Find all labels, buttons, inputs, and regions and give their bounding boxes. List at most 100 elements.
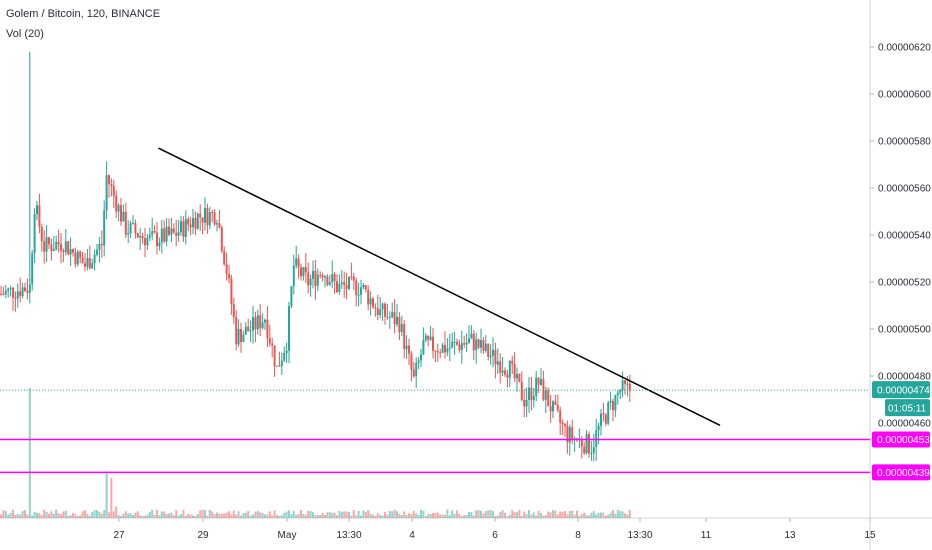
time-tick-label: 11 xyxy=(701,530,712,541)
volume-bar xyxy=(422,510,425,518)
time-axis[interactable]: 27 29 May 13:30 4 6 8 13:30 11 13 15 xyxy=(113,518,876,541)
candle-body xyxy=(93,254,96,264)
candle-body xyxy=(415,362,418,377)
volume-bar xyxy=(228,511,230,518)
volume-bar xyxy=(453,513,456,518)
candle-body xyxy=(48,237,50,245)
volume-bar xyxy=(412,510,415,518)
volume-bar xyxy=(38,513,41,518)
candle-body xyxy=(144,238,146,246)
volume-bar xyxy=(554,510,557,518)
volume-bar xyxy=(532,512,535,518)
candle-body xyxy=(393,312,396,325)
volume-bar xyxy=(163,511,166,518)
candle-body xyxy=(21,287,24,297)
volume-bar xyxy=(271,515,274,518)
price-tick-label: 0.00000560 xyxy=(878,184,931,195)
candle-body xyxy=(120,205,122,222)
volume-bar xyxy=(115,506,118,518)
candle-body xyxy=(609,400,612,403)
volume-bar xyxy=(520,515,523,518)
candle-body xyxy=(304,266,307,273)
volume-bar xyxy=(628,510,631,518)
volume-bar xyxy=(513,512,516,518)
candle-body xyxy=(276,365,278,367)
volume-bar xyxy=(110,477,113,518)
volume-bar xyxy=(148,511,151,518)
candle-body xyxy=(616,392,619,395)
candle-body xyxy=(333,274,336,282)
candle-body xyxy=(148,234,151,238)
volume-bar xyxy=(501,510,504,518)
candle-body xyxy=(2,293,5,295)
volume-bar xyxy=(561,511,564,518)
candle-body xyxy=(252,317,254,331)
candle-body xyxy=(31,253,34,285)
volume-bar xyxy=(244,512,247,518)
candle-body xyxy=(453,341,456,343)
volume-bar xyxy=(583,512,586,518)
candle-body xyxy=(520,381,523,400)
volume-bar xyxy=(393,509,396,518)
volume-bar xyxy=(259,512,262,518)
volume-bar xyxy=(376,513,379,518)
candle-body xyxy=(396,317,398,325)
legend-volume: Vol (20) xyxy=(6,28,44,40)
volume-bar xyxy=(403,511,406,518)
candle-body xyxy=(62,250,65,253)
price-axis[interactable]: 0.00000620 0.00000600 0.00000580 0.00000560… xyxy=(870,43,931,481)
candle-body xyxy=(256,315,259,330)
candle-body xyxy=(379,309,382,316)
volume-bar xyxy=(309,511,312,518)
candle-body xyxy=(357,294,360,296)
volume-bar xyxy=(50,511,53,518)
price-tick-label: 0.00000520 xyxy=(878,278,931,289)
volume-bar xyxy=(556,514,559,518)
candle-body xyxy=(583,446,586,454)
candle-body xyxy=(444,344,446,353)
volume-bar xyxy=(158,515,161,518)
candle-body xyxy=(504,370,506,375)
candle-body xyxy=(288,306,290,351)
candle-body xyxy=(386,316,389,318)
candle-body xyxy=(604,414,607,424)
drawings[interactable] xyxy=(0,147,870,474)
volume-bar xyxy=(597,513,600,518)
candle-body xyxy=(141,235,144,239)
volume-bar xyxy=(192,515,194,518)
volume-bar xyxy=(283,512,286,518)
trendline[interactable] xyxy=(158,147,721,427)
candle-body xyxy=(182,221,185,237)
candle-body xyxy=(374,307,377,309)
volume-bar xyxy=(427,514,430,518)
volume-bar xyxy=(626,514,629,518)
candle-body xyxy=(218,223,221,228)
volume-bar xyxy=(225,512,228,518)
volume-bar xyxy=(31,515,34,518)
candle-body xyxy=(122,211,125,222)
volume-bar xyxy=(537,510,540,518)
volume-bar xyxy=(220,513,223,518)
volume-bar xyxy=(292,511,295,518)
volume-bar xyxy=(117,514,120,518)
candle-body xyxy=(235,317,238,345)
candle-body xyxy=(352,276,355,281)
candle-body xyxy=(475,339,478,351)
candle-body xyxy=(422,340,425,355)
candle-body xyxy=(516,373,518,379)
candle-body xyxy=(434,350,437,352)
countdown-label: 01:05:11 xyxy=(888,404,927,415)
volume-bar xyxy=(436,512,439,518)
volume-bar xyxy=(9,512,12,518)
volume-bar xyxy=(367,510,370,518)
volume-bar xyxy=(223,513,226,518)
volume-bar xyxy=(456,510,458,518)
candle-body xyxy=(429,336,432,340)
price-tick-label: 0.00000580 xyxy=(878,137,931,148)
volume-bar xyxy=(103,510,106,518)
candle-body xyxy=(597,425,600,431)
candle-body xyxy=(220,227,223,251)
candle-body xyxy=(134,223,137,233)
candle-body xyxy=(196,213,199,229)
